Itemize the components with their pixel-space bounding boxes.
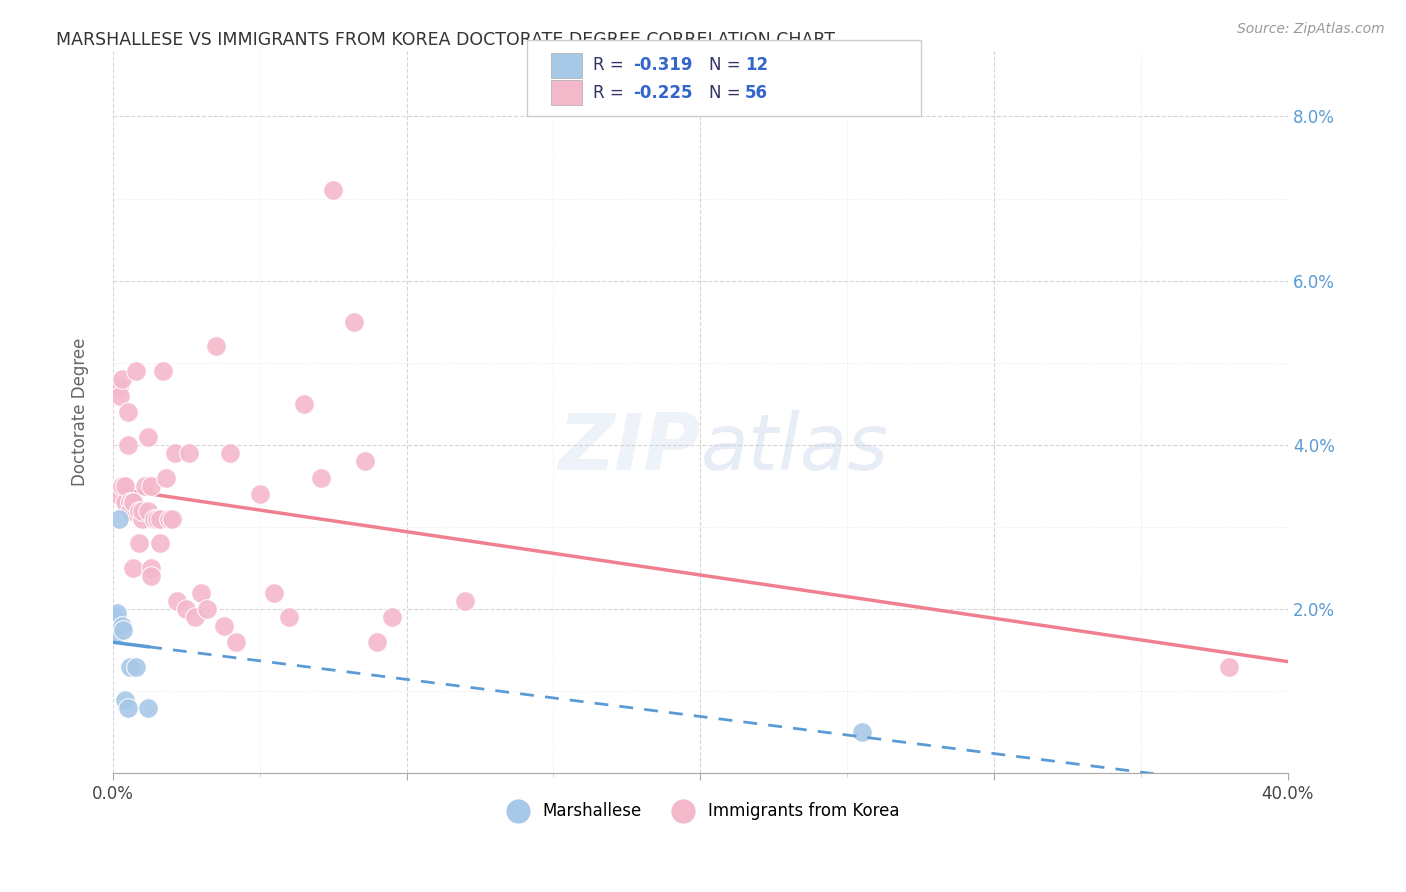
Text: N =: N = — [709, 56, 745, 74]
Point — [120, 503, 142, 517]
Point — [160, 512, 183, 526]
Point — [136, 503, 159, 517]
Point — [122, 495, 145, 509]
Point — [366, 635, 388, 649]
Point — [263, 586, 285, 600]
Point — [104, 487, 127, 501]
Point — [174, 602, 197, 616]
Point — [139, 569, 162, 583]
Point — [107, 380, 129, 394]
Point — [143, 512, 166, 526]
Point — [125, 659, 148, 673]
Point — [111, 372, 134, 386]
Point — [122, 561, 145, 575]
Point — [343, 315, 366, 329]
Point — [149, 512, 172, 526]
Point — [107, 512, 129, 526]
Legend: Marshallese, Immigrants from Korea: Marshallese, Immigrants from Korea — [494, 795, 907, 827]
Point — [105, 607, 128, 621]
Point — [278, 610, 301, 624]
Point — [112, 623, 135, 637]
Point — [117, 438, 139, 452]
Text: 56: 56 — [745, 84, 768, 102]
Text: MARSHALLESE VS IMMIGRANTS FROM KOREA DOCTORATE DEGREE CORRELATION CHART: MARSHALLESE VS IMMIGRANTS FROM KOREA DOC… — [56, 31, 835, 49]
Point — [136, 430, 159, 444]
Point — [149, 536, 172, 550]
Point — [292, 397, 315, 411]
Point — [311, 471, 333, 485]
Point — [114, 479, 136, 493]
Point — [163, 446, 186, 460]
Text: R =: R = — [593, 56, 630, 74]
Point — [249, 487, 271, 501]
Point — [179, 446, 201, 460]
Point — [114, 495, 136, 509]
Point — [381, 610, 404, 624]
Point — [125, 364, 148, 378]
Point — [322, 183, 344, 197]
Text: atlas: atlas — [700, 410, 889, 486]
Point — [190, 586, 212, 600]
Point — [104, 627, 127, 641]
Point — [108, 389, 131, 403]
Point — [184, 610, 207, 624]
Point — [131, 512, 153, 526]
Point — [146, 512, 169, 526]
Point — [195, 602, 218, 616]
Text: 12: 12 — [745, 56, 768, 74]
Point — [111, 479, 134, 493]
Text: Source: ZipAtlas.com: Source: ZipAtlas.com — [1237, 22, 1385, 37]
Text: -0.319: -0.319 — [633, 56, 692, 74]
Point — [117, 405, 139, 419]
Point — [131, 503, 153, 517]
Point — [122, 495, 145, 509]
Point — [454, 594, 477, 608]
Point — [219, 446, 242, 460]
Point — [354, 454, 377, 468]
Point — [225, 635, 247, 649]
Point — [120, 495, 142, 509]
Point — [117, 700, 139, 714]
Point — [134, 479, 156, 493]
Point — [152, 364, 174, 378]
Point — [851, 725, 873, 739]
Text: ZIP: ZIP — [558, 410, 700, 486]
Point — [204, 339, 226, 353]
Point — [139, 479, 162, 493]
Point — [155, 471, 177, 485]
Point — [214, 618, 236, 632]
Text: R =: R = — [593, 84, 630, 102]
Text: -0.225: -0.225 — [633, 84, 692, 102]
Point — [120, 659, 142, 673]
Point — [139, 561, 162, 575]
Point — [128, 536, 150, 550]
Y-axis label: Doctorate Degree: Doctorate Degree — [72, 338, 89, 486]
Point — [136, 700, 159, 714]
Point — [1218, 659, 1240, 673]
Point — [114, 692, 136, 706]
Text: N =: N = — [709, 84, 745, 102]
Point — [104, 610, 127, 624]
Point — [111, 618, 134, 632]
Point — [128, 503, 150, 517]
Point — [157, 512, 180, 526]
Point — [166, 594, 188, 608]
